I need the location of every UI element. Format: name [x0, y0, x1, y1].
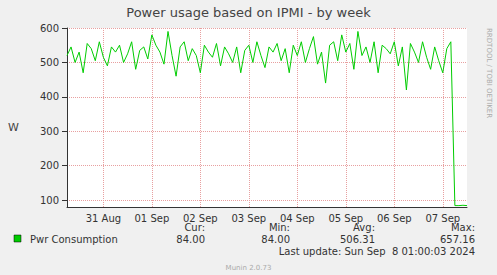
svg-text:600: 600: [40, 23, 59, 34]
svg-text:Cur:: Cur:: [184, 221, 205, 233]
svg-text:W: W: [8, 121, 19, 134]
svg-text:Min:: Min:: [268, 221, 290, 233]
svg-text:31 Aug: 31 Aug: [86, 213, 121, 224]
svg-text:02 Sep: 02 Sep: [183, 213, 218, 224]
svg-text:657.16: 657.16: [440, 234, 475, 245]
svg-text:05 Sep: 05 Sep: [328, 213, 363, 224]
svg-text:Pwr Consumption: Pwr Consumption: [30, 234, 118, 245]
svg-text:01 Sep: 01 Sep: [134, 213, 169, 224]
svg-text:RRDTOOL / TOBI OETIKER: RRDTOOL / TOBI OETIKER: [485, 28, 493, 118]
svg-text:07 Sep: 07 Sep: [425, 213, 460, 224]
svg-text:506.31: 506.31: [340, 234, 375, 245]
svg-text:84.00: 84.00: [261, 234, 290, 245]
svg-text:84.00: 84.00: [176, 234, 205, 245]
svg-text:Last update: Sun Sep 8 01:00:: Last update: Sun Sep 8 01:00:03 2024: [279, 246, 475, 257]
svg-text:300: 300: [40, 126, 59, 137]
svg-text:500: 500: [40, 57, 59, 68]
svg-text:200: 200: [40, 160, 59, 171]
svg-text:100: 100: [40, 195, 59, 206]
svg-text:Power usage based on IPMI - by: Power usage based on IPMI - by week: [126, 5, 371, 20]
svg-text:Max:: Max:: [451, 221, 475, 233]
svg-text:03 Sep: 03 Sep: [231, 213, 266, 224]
svg-text:06 Sep: 06 Sep: [377, 213, 412, 224]
svg-text:Avg:: Avg:: [353, 221, 375, 233]
svg-text:Munin 2.0.73: Munin 2.0.73: [226, 264, 272, 272]
svg-text:04 Sep: 04 Sep: [280, 213, 315, 224]
svg-text:400: 400: [40, 91, 59, 102]
